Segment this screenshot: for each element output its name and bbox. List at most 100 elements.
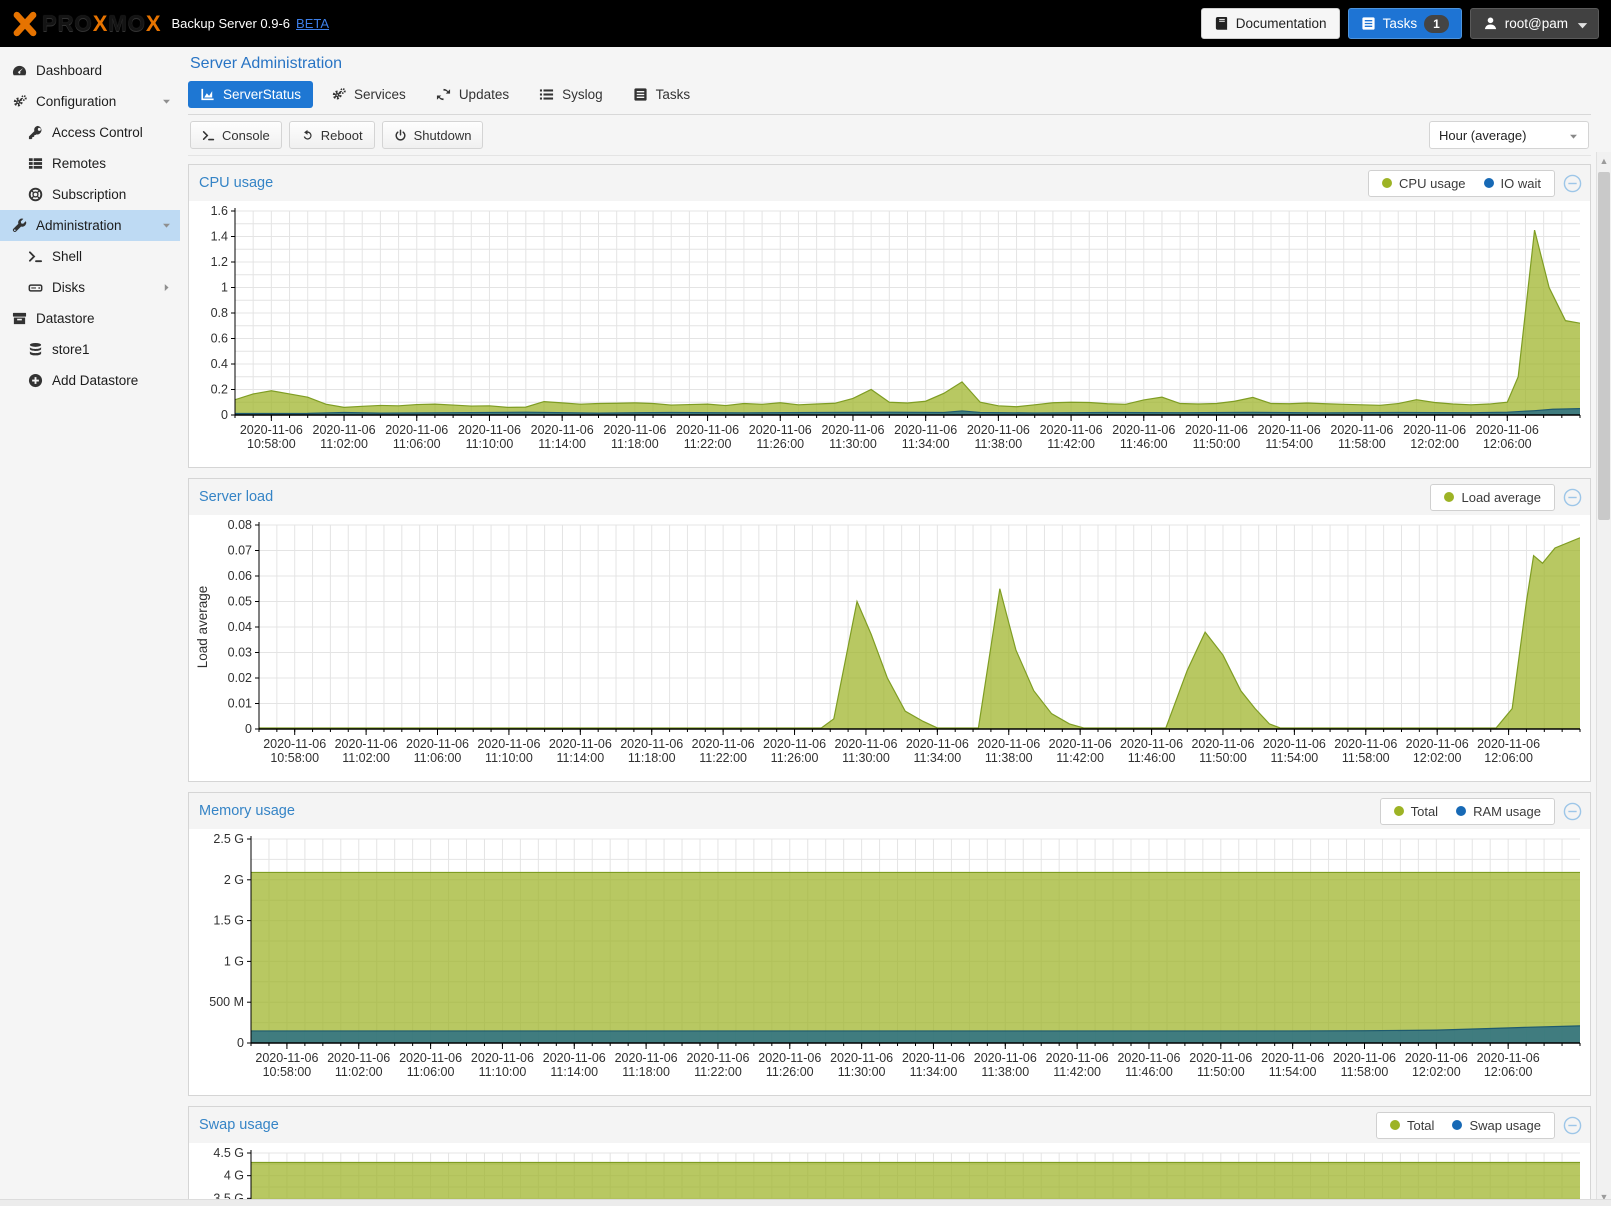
- sidebar-item-shell[interactable]: Shell: [0, 241, 180, 272]
- svg-text:2020-11-06: 2020-11-06: [471, 1051, 534, 1065]
- proxmox-logo[interactable]: PROXMOX: [12, 11, 162, 37]
- chart-panels: CPU usage CPU usage IO wait 2020-11-06 10:58…: [188, 164, 1591, 1206]
- chevron-down-icon: [1577, 23, 1588, 29]
- app-header: PROXMOX Backup Server 0.9-6 BETA Documen…: [0, 0, 1611, 47]
- svg-text:2020-11-06: 2020-11-06: [692, 737, 755, 751]
- console-button[interactable]: Console: [190, 121, 282, 149]
- collapse-panel-icon[interactable]: [1563, 488, 1582, 507]
- legend-item-ram-usage[interactable]: RAM usage: [1456, 804, 1541, 819]
- tab-tasks[interactable]: Tasks: [621, 81, 703, 108]
- gears-icon: [13, 95, 27, 107]
- svg-text:11:14:00: 11:14:00: [550, 1065, 598, 1079]
- sidebar-item-configuration[interactable]: Configuration: [0, 86, 180, 117]
- svg-text:2020-11-06: 2020-11-06: [758, 1051, 821, 1065]
- tab-services[interactable]: Services: [319, 81, 418, 108]
- tasks-doc-icon: [634, 88, 647, 101]
- vertical-scrollbar[interactable]: ▲ ▼: [1596, 152, 1611, 1206]
- caret-down-icon: [163, 223, 170, 228]
- legend-item-swap-usage[interactable]: Swap usage: [1452, 1118, 1541, 1133]
- legend-item-total[interactable]: Total: [1393, 804, 1438, 819]
- legend-item-cpu-usage[interactable]: CPU usage: [1382, 176, 1466, 191]
- svg-text:0.07: 0.07: [228, 544, 252, 558]
- scroll-down-arrow-icon[interactable]: ▼: [1599, 1192, 1609, 1202]
- proxmox-x-icon: [13, 11, 37, 36]
- product-version: Backup Server 0.9-6: [171, 16, 291, 31]
- svg-text:2020-11-06: 2020-11-06: [327, 1051, 390, 1065]
- svg-text:11:26:00: 11:26:00: [756, 437, 804, 451]
- svg-text:11:06:00: 11:06:00: [414, 751, 462, 765]
- svg-text:12:06:00: 12:06:00: [1483, 437, 1532, 451]
- sidebar-item-dashboard[interactable]: Dashboard: [0, 55, 180, 86]
- legend-dot-icon: [1483, 178, 1494, 188]
- svg-text:0.6: 0.6: [211, 332, 228, 346]
- sidebar-item-label: Access Control: [52, 125, 143, 140]
- svg-text:11:10:00: 11:10:00: [479, 1065, 527, 1079]
- svg-text:11:22:00: 11:22:00: [694, 1065, 742, 1079]
- button-label: Reboot: [320, 127, 363, 143]
- svg-text:2020-11-06: 2020-11-06: [686, 1051, 749, 1065]
- sidebar-item-add-datastore[interactable]: Add Datastore: [0, 365, 180, 396]
- legend-label: Swap usage: [1469, 1117, 1541, 1133]
- tab-syslog[interactable]: Syslog: [527, 81, 615, 108]
- panel-title: Memory usage: [199, 803, 295, 819]
- sidebar-item-label: Disks: [52, 280, 85, 295]
- tab-serverstatus[interactable]: ServerStatus: [188, 81, 314, 108]
- svg-text:500 M: 500 M: [209, 995, 244, 1009]
- reboot-button[interactable]: Reboot: [288, 121, 375, 149]
- tasks-count-badge: 1: [1424, 14, 1449, 33]
- svg-text:0.4: 0.4: [211, 357, 228, 371]
- sidebar-item-administration[interactable]: Administration: [0, 210, 180, 241]
- svg-text:11:54:00: 11:54:00: [1265, 437, 1313, 451]
- sidebar-item-subscription[interactable]: Subscription: [0, 179, 180, 210]
- tasks-button[interactable]: Tasks 1: [1347, 8, 1462, 39]
- svg-text:11:50:00: 11:50:00: [1193, 437, 1241, 451]
- sidebar-item-label: Add Datastore: [52, 373, 139, 388]
- terminal-icon: [202, 130, 215, 140]
- shutdown-button[interactable]: Shutdown: [381, 121, 484, 149]
- svg-text:2020-11-06: 2020-11-06: [313, 423, 376, 437]
- svg-text:12:02:00: 12:02:00: [1410, 437, 1459, 451]
- svg-text:2020-11-06: 2020-11-06: [335, 737, 398, 751]
- svg-text:2020-11-06: 2020-11-06: [1049, 737, 1112, 751]
- sidebar-item-label: Datastore: [36, 311, 95, 326]
- svg-text:0: 0: [237, 1036, 244, 1050]
- legend-item-load-average[interactable]: Load average: [1444, 490, 1541, 505]
- documentation-button[interactable]: Documentation: [1200, 8, 1340, 39]
- svg-text:2020-11-06: 2020-11-06: [1191, 737, 1254, 751]
- svg-text:11:42:00: 11:42:00: [1047, 437, 1095, 451]
- collapse-panel-icon[interactable]: [1563, 802, 1582, 821]
- svg-text:2020-11-06: 2020-11-06: [974, 1051, 1037, 1065]
- svg-text:2020-11-06: 2020-11-06: [1185, 423, 1248, 437]
- legend-item-total[interactable]: Total: [1389, 1118, 1434, 1133]
- beta-link[interactable]: BETA: [296, 16, 330, 31]
- sidebar-item-access-control[interactable]: Access Control: [0, 117, 180, 148]
- sidebar-item-remotes[interactable]: Remotes: [0, 148, 180, 179]
- svg-text:2020-11-06: 2020-11-06: [1258, 423, 1321, 437]
- svg-text:2020-11-06: 2020-11-06: [1333, 1051, 1396, 1065]
- chevron-down-icon: [1568, 130, 1579, 141]
- button-label: Shutdown: [413, 127, 472, 143]
- timeframe-select[interactable]: Hour (average): [1429, 121, 1589, 149]
- svg-text:2020-11-06: 2020-11-06: [1477, 737, 1540, 751]
- hdd-icon: [28, 284, 43, 292]
- collapse-panel-icon[interactable]: [1563, 174, 1582, 193]
- tab-updates[interactable]: Updates: [424, 81, 521, 108]
- collapse-panel-icon[interactable]: [1563, 1116, 1582, 1135]
- svg-text:2020-11-06: 2020-11-06: [1406, 737, 1469, 751]
- sidebar-item-store1[interactable]: store1: [0, 334, 180, 365]
- svg-text:2020-11-06: 2020-11-06: [615, 1051, 678, 1065]
- legend-item-io-wait[interactable]: IO wait: [1483, 176, 1541, 191]
- tab-bar: ServerStatus Services Updates Syslog Tasks: [188, 81, 1591, 108]
- svg-text:2020-11-06: 2020-11-06: [240, 423, 303, 437]
- panel-title: Server load: [199, 489, 274, 505]
- svg-text:0.2: 0.2: [211, 383, 228, 397]
- sidebar-item-disks[interactable]: Disks: [0, 272, 180, 303]
- svg-text:1.6: 1.6: [211, 204, 228, 218]
- svg-text:2020-11-06: 2020-11-06: [406, 737, 469, 751]
- user-menu-button[interactable]: root@pam: [1469, 8, 1599, 39]
- scroll-up-arrow-icon[interactable]: ▲: [1599, 156, 1609, 166]
- svg-text:11:34:00: 11:34:00: [913, 751, 961, 765]
- svg-text:11:18:00: 11:18:00: [628, 751, 676, 765]
- scrollbar-thumb[interactable]: [1598, 172, 1610, 520]
- sidebar-item-datastore[interactable]: Datastore: [0, 303, 180, 334]
